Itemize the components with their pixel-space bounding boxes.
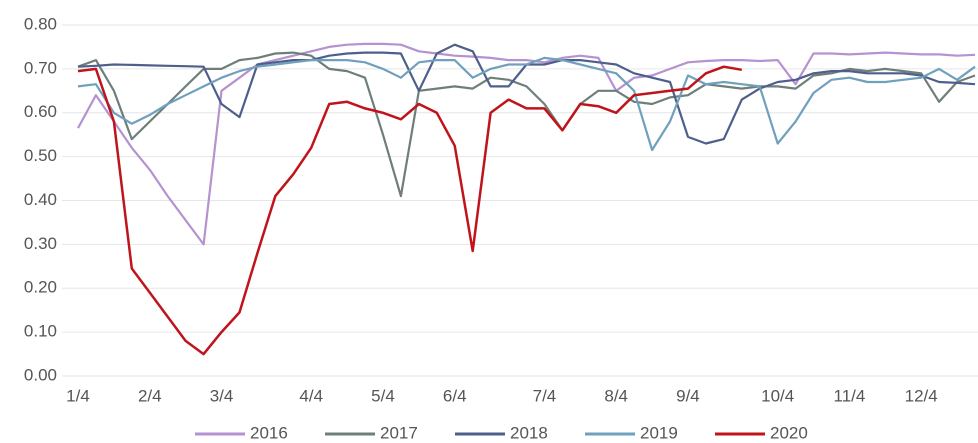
x-tick-label: 11/4 (834, 386, 866, 405)
y-tick-label: 0.00 (24, 365, 57, 384)
y-tick-label: 0.40 (24, 190, 57, 209)
legend-label: 2016 (250, 423, 288, 442)
y-tick-label: 0.70 (24, 58, 57, 77)
legend-label: 2019 (640, 423, 678, 442)
y-tick-label: 0.10 (24, 322, 57, 341)
x-tick-label: 5/4 (371, 386, 395, 405)
series-line (77, 51, 976, 198)
x-tick-label: 6/4 (443, 386, 467, 405)
series-line (77, 42, 976, 246)
x-tick-label: 10/4 (761, 386, 794, 405)
y-tick-label: 0.30 (24, 234, 57, 253)
x-tick-label: 1/4 (66, 386, 90, 405)
x-tick-label: 7/4 (533, 386, 557, 405)
y-tick-label: 0.80 (24, 14, 57, 33)
x-tick-label: 9/4 (676, 386, 700, 405)
x-tick-label: 8/4 (604, 386, 628, 405)
series-line (77, 65, 743, 356)
legend-label: 2018 (510, 423, 548, 442)
legend-label: 2020 (770, 423, 808, 442)
x-tick-label: 4/4 (299, 386, 323, 405)
legend-label: 2017 (380, 423, 418, 442)
x-tick-label: 3/4 (210, 386, 234, 405)
y-tick-label: 0.20 (24, 278, 57, 297)
x-tick-label: 2/4 (138, 386, 162, 405)
y-tick-label: 0.50 (24, 146, 57, 165)
x-tick-label: 12/4 (905, 386, 938, 405)
y-tick-label: 0.60 (24, 102, 57, 121)
series-line (77, 56, 976, 152)
